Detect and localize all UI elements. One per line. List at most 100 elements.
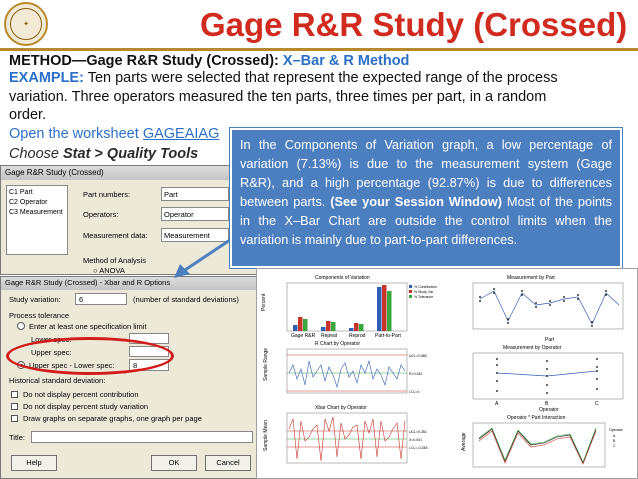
ok-button[interactable]: OK [151,455,197,471]
r-chart-frame [286,348,408,394]
cb2-label: Do not display percent study variation [23,402,149,411]
part-numbers-label: Part numbers: [83,190,131,199]
xbar-ucl-label: UCL=0.351 [409,430,427,434]
study-variation-label: Study variation: [9,295,61,304]
by-part-xlabel: Part [545,337,555,343]
measurement-label: Measurement data: [83,231,148,240]
by-operator-frame [472,352,624,400]
comp-cat-1: Gage R&R [291,333,316,339]
by-operator-line-2 [546,370,598,377]
options-dialog: Gage R&R Study (Crossed) - Xbar and R Op… [0,276,262,479]
cb-separate-graphs[interactable] [11,415,18,422]
interaction-ylabel: Average [461,432,467,451]
r-ucl-label: UCL=0.880 [409,354,427,358]
xbar-ylabel: Sample Mean [263,420,269,451]
cb1-label: Do not display percent contribution [23,390,139,399]
by-part-title: Measurement by Part [507,275,555,281]
pointer-arrow-icon [174,234,237,278]
gage-rr-graphs: Components of Variation Percent Gage R&R… [261,275,624,468]
interaction-legend-b: B [613,439,616,443]
legend-studyvar: % Study Var [414,290,434,294]
components-bar [354,323,359,331]
example-line-3: order. [9,107,47,123]
explanation-callout: In the Components of Variation graph, a … [230,128,622,268]
operator-a: A [495,401,499,407]
callout-text-2: Most of the points in the X–Bar Chart ar… [240,194,612,247]
xbar-title: Xbar Chart by Operator [315,405,367,411]
components-bar [321,327,326,331]
gage-rr-graph-panel: Components of Variation Percent Gage R&R… [256,268,638,479]
column-item[interactable]: C2 Operator [9,199,48,206]
anova-radio[interactable]: ○ ANOVA [93,266,125,275]
method-of-analysis-label: Method of Analysis [83,256,146,265]
worksheet-link[interactable]: GAGEAIAG [142,126,220,142]
help-button[interactable]: Help [11,455,57,471]
comp-cat-3: Reprod [349,333,366,339]
choose-prefix: Choose [9,146,64,162]
components-bar [331,322,336,331]
study-variation-input[interactable]: 6 [75,293,127,305]
components-bar [382,285,387,331]
interaction-title: Operator * Part Interaction [507,415,566,421]
options-title-bar: Gage R&R Study (Crossed) - Xbar and R Op… [1,277,261,290]
components-bar [387,291,392,331]
interaction-line-a [478,428,597,464]
legend-swatch-contribution [409,285,412,288]
r-chart-series [288,359,406,389]
column-item[interactable]: C3 Measurement [9,209,63,216]
interaction-legend-a: A [613,434,616,438]
r-chart-title: R Chart by Operator [315,341,360,347]
by-operator-points [496,358,598,394]
historical-std-label: Historical standard deviation: [9,376,106,385]
components-bars [293,285,392,331]
enter-spec-label: Enter at least one specification limit [29,322,147,331]
components-bar [326,321,331,331]
choose-line: Choose Stat > Quality Tools [9,146,198,162]
components-ylabel: Percent [261,293,267,311]
cb-percent-contribution[interactable] [11,391,18,398]
column-item[interactable]: C1 Part [9,189,33,196]
column-list[interactable]: C1 Part C2 Operator C3 Measurement [6,185,68,255]
comp-cat-2: Repeat [321,333,338,339]
interaction-frame [472,422,606,468]
operator-b: B [545,401,549,407]
open-prefix: Open the worksheet [9,126,143,142]
slide-title: Gage R&R Study (Crossed) [200,6,628,43]
components-title: Components of Variation [315,275,370,281]
open-worksheet-line: Open the worksheet GAGEAIAG [9,126,219,142]
operators-field[interactable]: Operator [161,207,229,221]
components-bar [303,319,308,331]
legend-swatch-tolerance [409,295,412,298]
measurement-field[interactable]: Measurement [161,228,229,242]
r-chart-ylabel: Sample Range [263,348,269,381]
by-part-points [479,288,607,327]
operators-label: Operators: [83,210,119,219]
legend-swatch-studyvar [409,290,412,293]
enter-spec-radio[interactable] [17,322,25,330]
example-label: EXAMPLE: [9,70,84,86]
process-tolerance-label: Process tolerance [9,311,70,320]
components-bar [359,324,364,331]
by-operator-xlabel: Operator [539,407,559,413]
interaction-legend-c: C [613,444,616,448]
xbar-frame [286,412,408,464]
by-operator-title: Measurement by Operator [503,345,562,351]
r-lcl-label: LCL=0 [409,390,419,394]
cb-percent-study[interactable] [11,403,18,410]
std-dev-note: (number of standard deviations) [133,295,239,304]
part-numbers-field[interactable]: Part [161,187,229,201]
legend-tolerance: % Tolerance [414,295,433,299]
example-line-2: variation. Three operators measured the … [9,89,547,105]
components-bar [293,325,298,331]
university-logo: ✦ [4,2,48,46]
xbar-lcl-label: LCL=-0.348 [409,446,427,450]
cancel-button[interactable]: Cancel [205,455,251,471]
method-value: X–Bar & R Method [282,53,410,69]
choose-path: Stat > Quality Tools [63,146,199,162]
example-text-1: Ten parts were selected that represent t… [83,70,558,86]
r-center-label: R=0.342 [409,372,422,376]
callout-bold: (See your Session Window) [330,194,502,209]
by-part-frame [472,282,624,330]
example-line-1: EXAMPLE: Ten parts were selected that re… [9,70,558,86]
title-input[interactable] [31,431,253,443]
